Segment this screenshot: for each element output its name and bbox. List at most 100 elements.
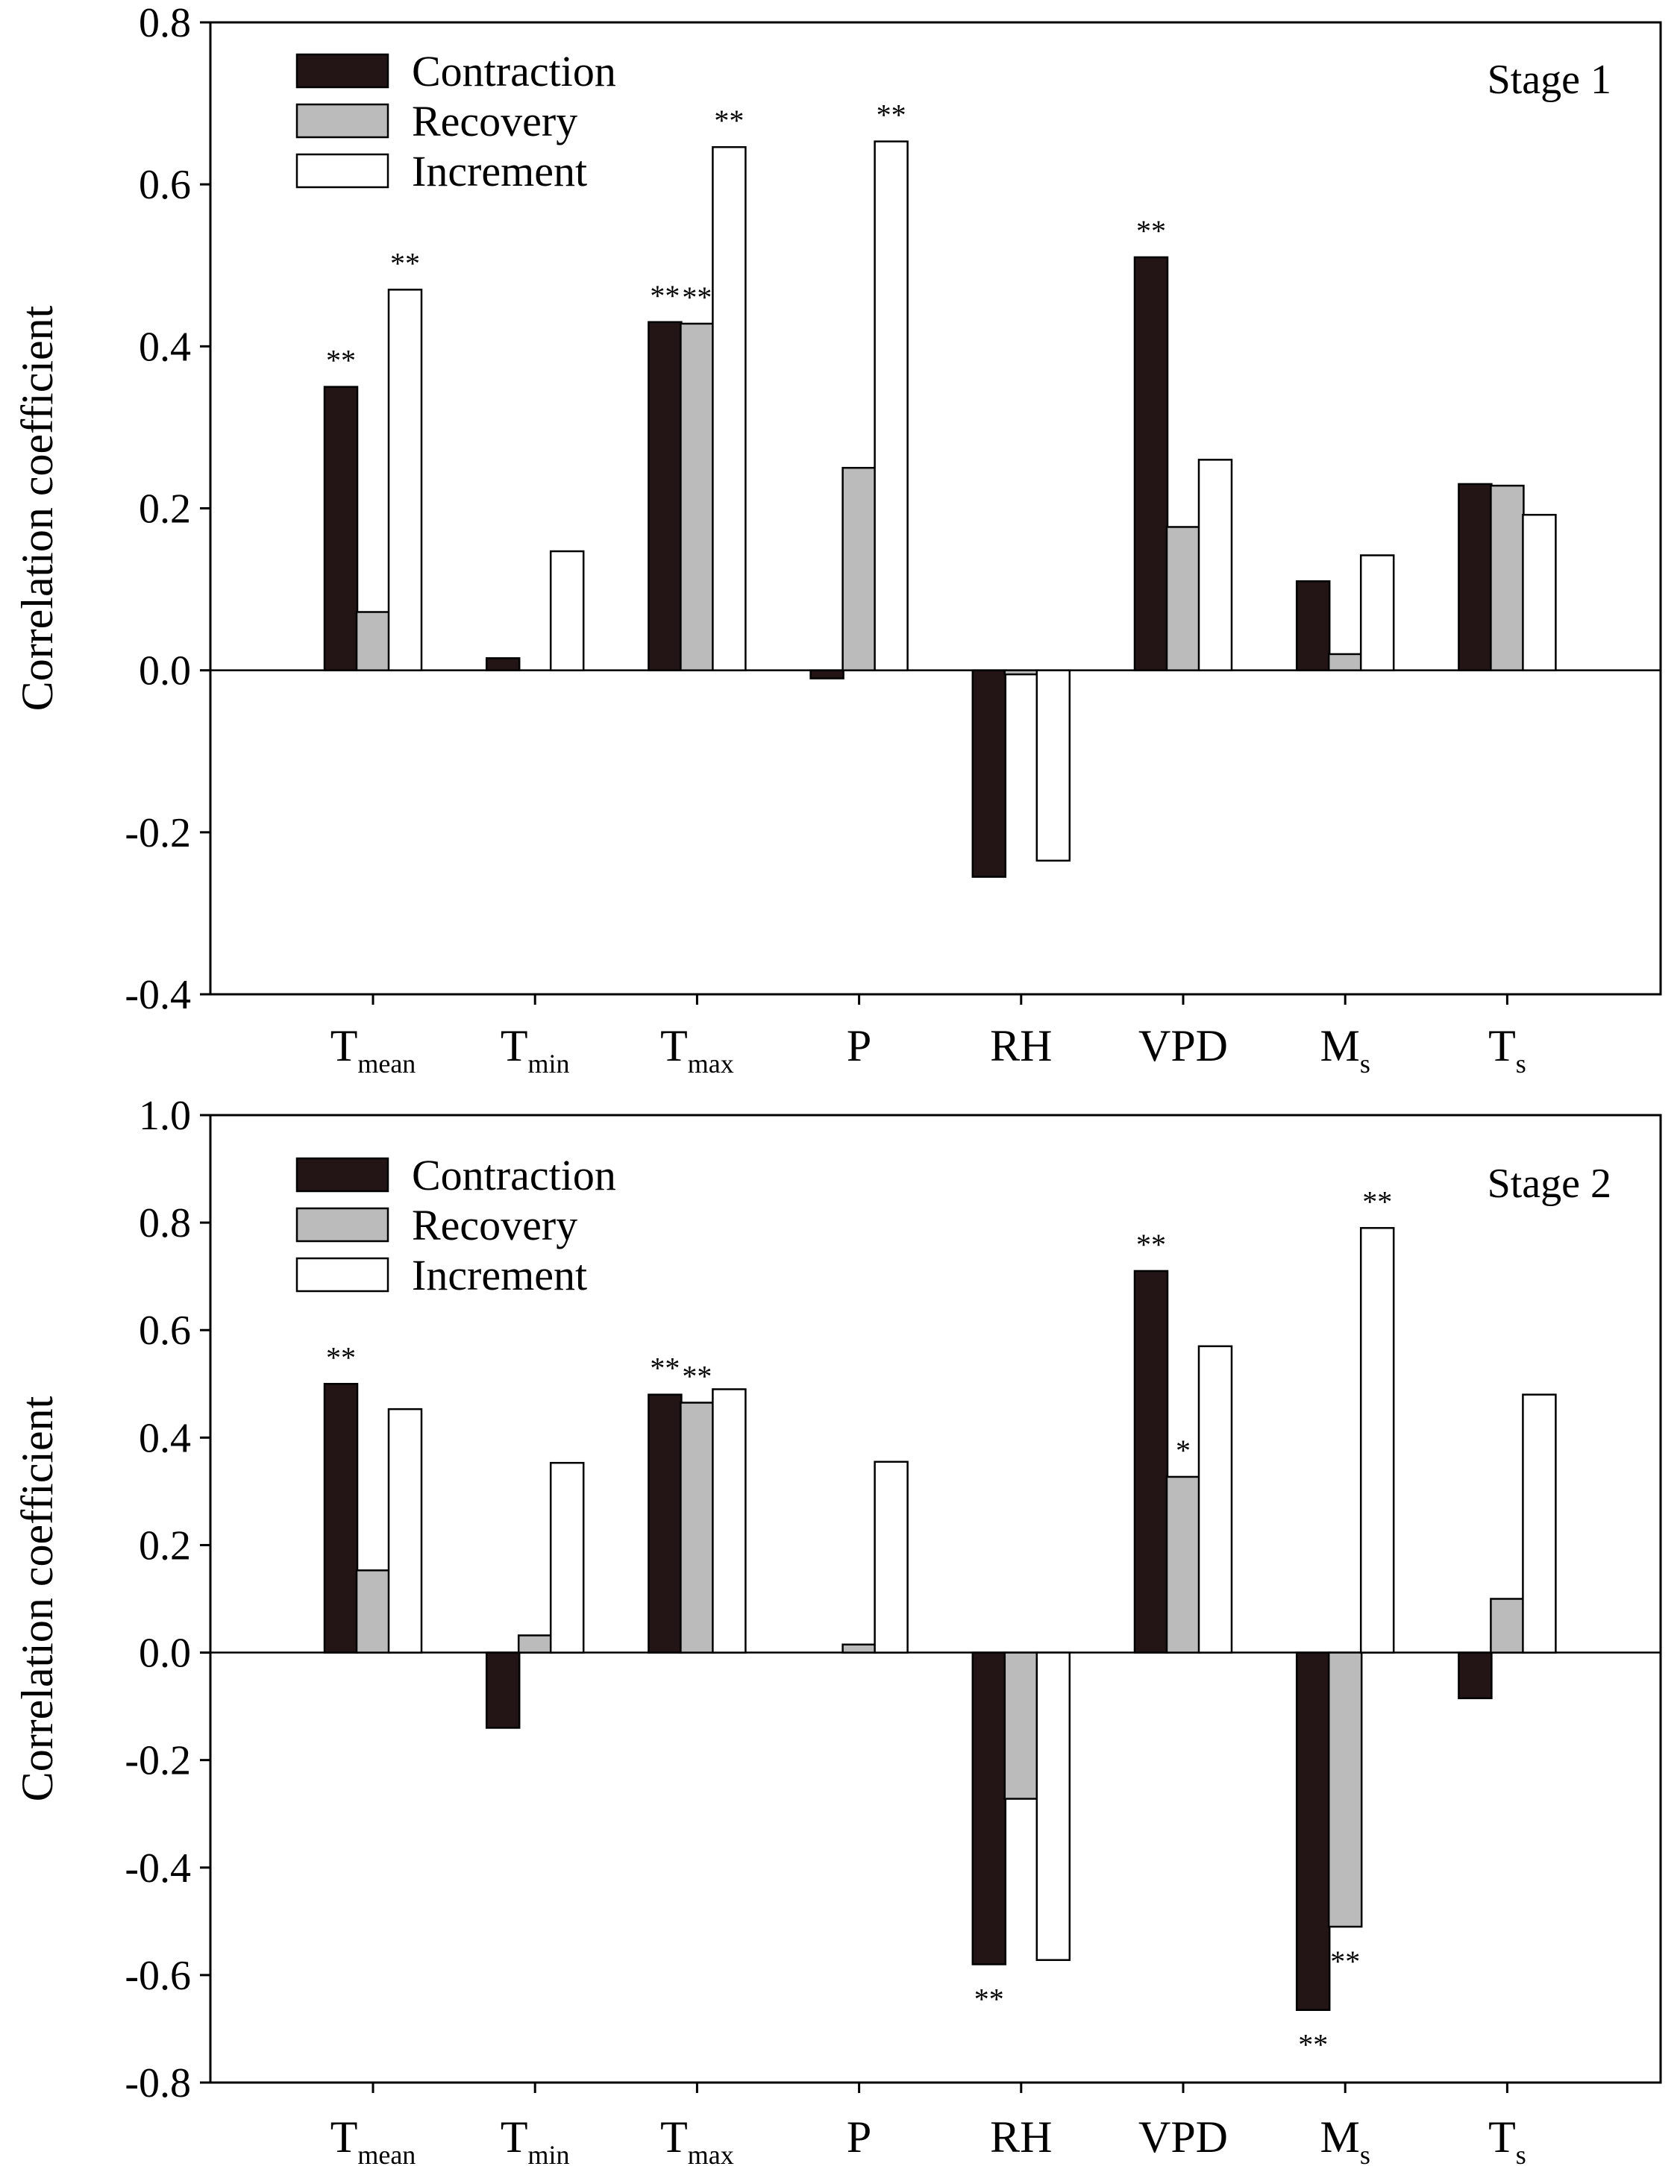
x-category-subscript: s (1516, 1049, 1526, 1079)
bar-recovery (680, 1402, 715, 1654)
significance-marker: ** (650, 1352, 680, 1385)
x-category-main: T (501, 2112, 528, 2162)
significance-marker: ** (974, 1982, 1004, 2015)
bar-recovery (355, 611, 391, 671)
bar-contraction (971, 1651, 1007, 1965)
bar-increment (549, 550, 585, 671)
x-category-label: Tmean (330, 2112, 416, 2170)
significance-marker: ** (714, 104, 744, 137)
legend-label-increment: Increment (412, 147, 587, 195)
bar-increment (387, 289, 423, 671)
y-tick-label: 0.8 (139, 1200, 191, 1246)
significance-marker: ** (1136, 214, 1166, 248)
x-category-subscript: mean (357, 1049, 416, 1079)
stage-label: Stage 2 (1488, 1161, 1611, 1207)
chart-panel-1: -0.4 -0.2 0.0 0.2 0.4 0.6 0.8 Correlation coeff… (13, 0, 1662, 1079)
bar-increment (874, 140, 909, 671)
x-category-main: P (847, 2112, 871, 2162)
y-tick-label: -0.2 (125, 810, 191, 856)
x-category-label: P (847, 2112, 871, 2162)
x-category-label: Ts (1488, 2112, 1526, 2170)
x-category-subscript: min (528, 1049, 570, 1079)
significance-marker: ** (682, 280, 712, 314)
x-category-subscript: mean (357, 2140, 416, 2170)
x-category-subscript: max (688, 1049, 734, 1079)
x-category-label: Tmax (660, 1021, 734, 1079)
bar-contraction (1458, 1651, 1493, 1700)
legend-label-recovery: Recovery (412, 1201, 577, 1249)
legend-label-recovery: Recovery (412, 97, 577, 145)
y-tick-label: -0.4 (125, 1845, 191, 1892)
x-category-main: VPD (1138, 2112, 1228, 2162)
bar-recovery (355, 1569, 391, 1654)
bar-recovery (841, 466, 877, 671)
x-category-label: VPD (1138, 2112, 1228, 2162)
significance-marker: ** (650, 279, 680, 313)
x-category-main: T (660, 1021, 688, 1070)
bar-increment (1359, 1227, 1395, 1654)
x-category-main: VPD (1138, 1021, 1228, 1070)
y-tick-label: 0.2 (139, 486, 191, 533)
bar-recovery (1490, 484, 1525, 671)
bar-increment (712, 145, 747, 671)
x-category-subscript: s (1360, 1049, 1370, 1079)
bar-contraction (648, 1393, 683, 1654)
x-category-main: T (660, 2112, 688, 2162)
bar-recovery (1327, 1651, 1363, 1928)
x-category-subscript: s (1516, 2140, 1526, 2170)
x-category-main: RH (990, 2112, 1052, 2162)
bar-contraction (1458, 483, 1493, 671)
y-tick-label: -0.2 (125, 1738, 191, 1784)
bar-recovery (1327, 653, 1363, 671)
x-category-main: RH (990, 1021, 1052, 1070)
significance-marker: ** (326, 344, 356, 377)
plot-frame (209, 1114, 1662, 2084)
x-category-label: RH (990, 1021, 1052, 1070)
bar-increment (1522, 1393, 1557, 1654)
y-tick-label: 0.4 (139, 1415, 191, 1461)
bar-recovery (1490, 1598, 1525, 1654)
bar-contraction (323, 386, 359, 671)
y-tick-label: 0.0 (139, 648, 191, 694)
bar-contraction (1295, 580, 1331, 671)
bar-contraction (1133, 256, 1169, 671)
bar-contraction (1295, 1651, 1331, 2011)
bar-increment (1035, 669, 1071, 862)
x-category-main: T (1488, 2112, 1516, 2162)
bar-increment (1197, 459, 1233, 671)
bar-increment (1035, 1651, 1071, 1961)
bar-increment (712, 1388, 747, 1654)
bar-contraction (485, 1651, 521, 1729)
y-tick-label: -0.8 (125, 2060, 191, 2106)
legend-label-contraction: Contraction (412, 47, 616, 95)
x-category-label: Ms (1320, 2112, 1370, 2170)
x-category-label: Tmin (501, 2112, 570, 2170)
bar-recovery (1003, 669, 1039, 676)
bar-recovery (1003, 1651, 1039, 1800)
significance-marker: ** (1136, 1228, 1166, 1261)
bar-increment (387, 1408, 423, 1654)
bar-increment (1522, 513, 1557, 671)
x-category-main: P (847, 1021, 871, 1070)
y-tick-label: -0.4 (125, 972, 191, 1018)
x-category-label: Ms (1320, 1021, 1370, 1079)
y-tick-label: 0.2 (139, 1522, 191, 1569)
x-category-main: T (330, 2112, 358, 2162)
legend-swatch-contraction (295, 53, 389, 89)
significance-marker: * (1176, 1434, 1191, 1467)
significance-marker: ** (1298, 2028, 1328, 2062)
significance-marker: ** (1330, 1945, 1360, 1978)
x-category-subscript: min (528, 2140, 570, 2170)
x-category-label: Tmax (660, 2112, 734, 2170)
x-category-main: M (1320, 2112, 1360, 2162)
bar-increment (874, 1460, 909, 1654)
significance-marker: ** (877, 98, 906, 132)
significance-marker: ** (326, 1340, 356, 1374)
significance-marker: ** (682, 1359, 712, 1393)
significance-marker: ** (1362, 1184, 1392, 1218)
y-tick-label: 0.4 (139, 324, 191, 370)
